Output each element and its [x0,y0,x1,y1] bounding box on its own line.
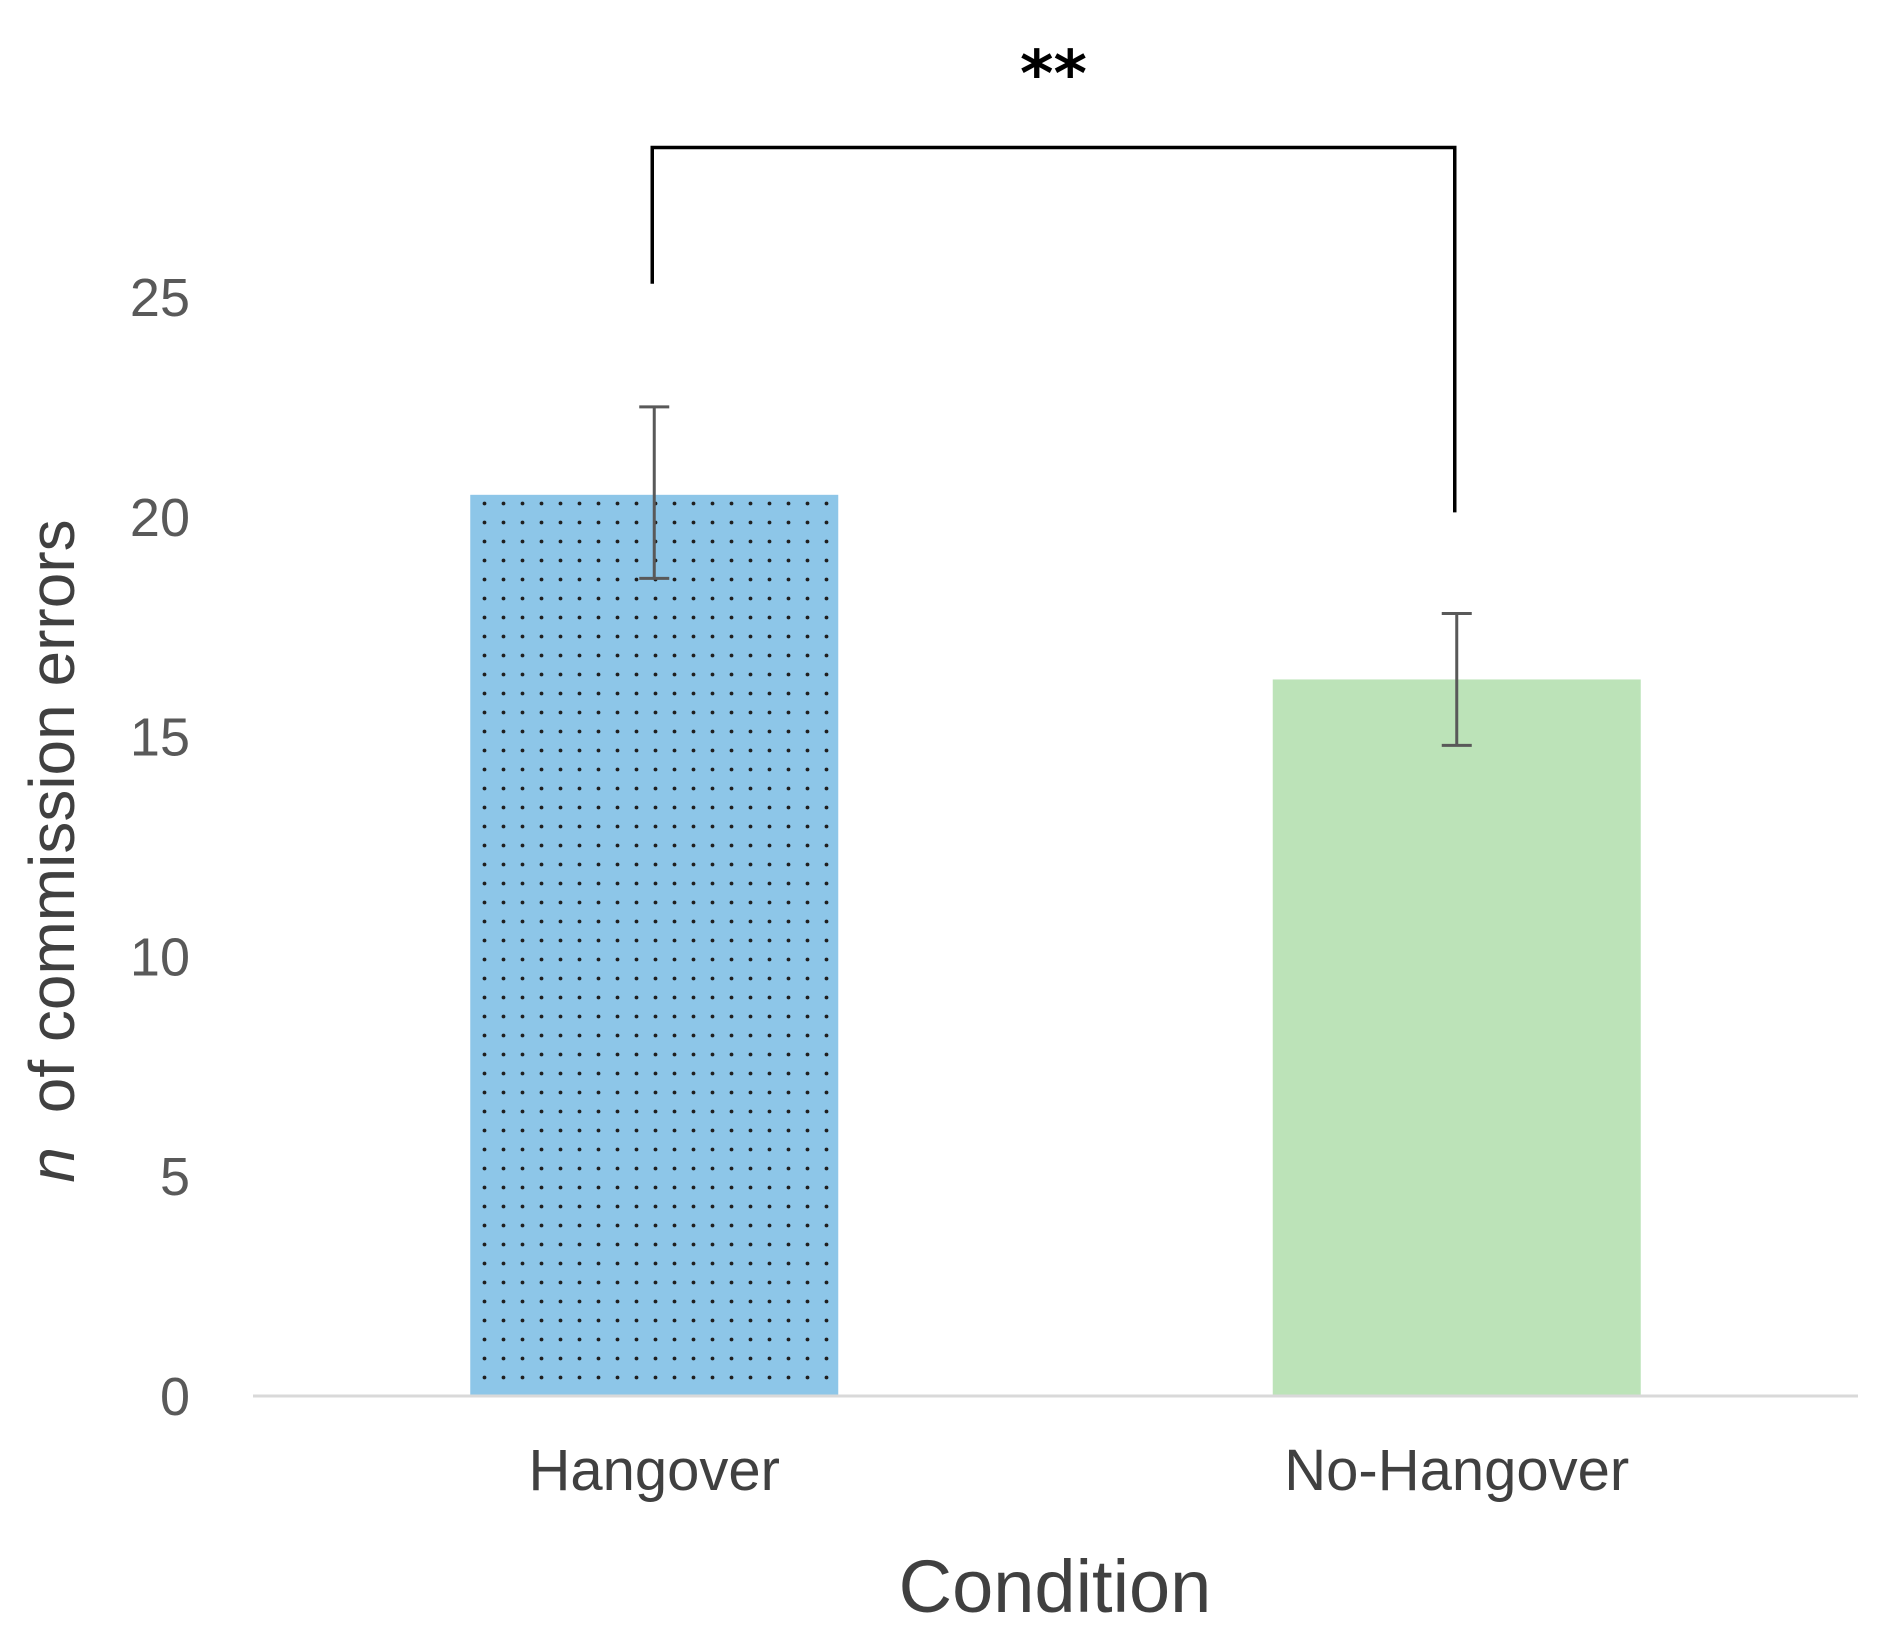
y-tick-label: 20 [130,488,190,548]
y-tick-label: 25 [130,268,190,328]
y-tick-label: 15 [130,708,190,768]
error-bars [639,405,1472,747]
significance-annotation: ** [650,38,1457,513]
y-axis-title-text: of commission errors [16,519,88,1113]
y-tick-label: 10 [130,927,190,987]
error-bar-no-hangover [1441,612,1472,747]
x-axis-category-labels: Hangover No-Hangover [529,1438,1630,1503]
y-tick-label: 0 [160,1367,190,1427]
significance-label: ** [1020,38,1087,112]
x-category-label: No-Hangover [1284,1438,1629,1503]
bar-no-hangover [1272,679,1641,1396]
y-axis-tick-labels: 0 5 10 15 20 25 [130,268,190,1427]
y-tick-label: 5 [160,1147,190,1207]
significance-bracket [650,145,1457,513]
x-axis-title: Condition [899,1545,1212,1628]
y-axis-title-italic: n [16,1147,88,1183]
error-bar-hangover [639,405,670,580]
bar-dot-pattern [470,494,839,1396]
y-axis-title: n of commission errors [16,519,88,1182]
bars [470,494,1641,1396]
x-category-label: Hangover [529,1438,780,1503]
